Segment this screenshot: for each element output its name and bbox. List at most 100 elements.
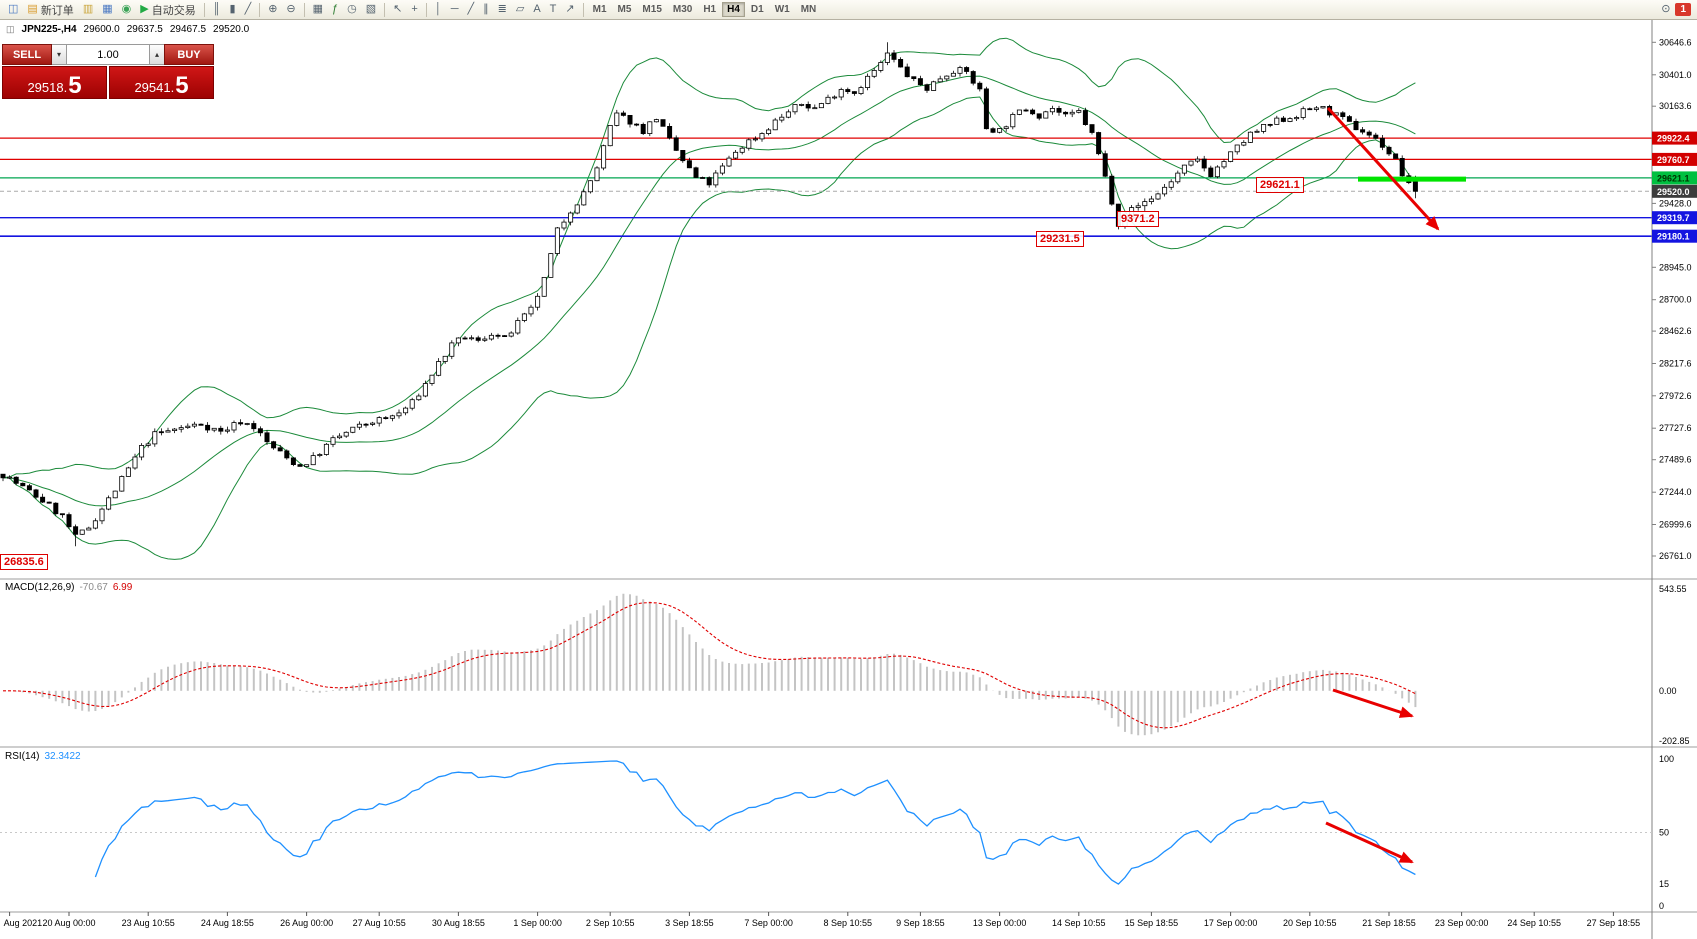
timeframe-h1-button[interactable]: H1 [703, 4, 717, 15]
zoom-out-icon[interactable]: ⊖ [282, 2, 299, 17]
one-click-trading-widget: SELL ▾ 1.00 ▴ BUY 29518. 5 29541. 5 [2, 44, 214, 99]
svg-text:20 Sep 10:55: 20 Sep 10:55 [1283, 918, 1337, 928]
timeframe-m15-button[interactable]: M15 [642, 4, 662, 15]
autotrading-button[interactable]: ▶ 自动交易 [136, 0, 199, 20]
svg-text:0.00: 0.00 [1659, 686, 1677, 696]
trendline-icon: ╱ [467, 3, 475, 15]
indicators-icon: ƒ [332, 3, 339, 15]
navigator-icon: ◉ [121, 3, 132, 15]
bid-price-panel[interactable]: 29518. 5 [2, 66, 107, 99]
rsi-scale-labels: 100 50 15 0 [1659, 754, 1674, 911]
timeframe-m30-button[interactable]: M30 [672, 4, 693, 15]
trendline-icon[interactable]: ╱ [464, 2, 479, 17]
trend-arrow-main[interactable] [1326, 106, 1440, 231]
timeframe-h4-button[interactable]: H4 [722, 2, 745, 17]
candlesticks [0, 42, 1418, 547]
rsi-value: 32.3422 [44, 751, 81, 762]
bar-chart-icon: ║ [212, 3, 221, 15]
candlestick-chart-icon[interactable]: ▮ [226, 2, 240, 17]
timeframe-m5-button[interactable]: M5 [617, 4, 632, 15]
toolbar-separator [203, 2, 205, 17]
trend-arrow-macd[interactable] [1332, 688, 1414, 718]
svg-text:28217.6: 28217.6 [1659, 359, 1692, 369]
ohlc-low: 29467.5 [169, 24, 207, 35]
text-icon[interactable]: A [529, 2, 544, 17]
timeframe-d1-button[interactable]: D1 [750, 4, 764, 15]
level-label-29231[interactable]: 29231.5 [1036, 231, 1084, 247]
level-label-29621[interactable]: 29621.1 [1256, 177, 1304, 193]
rsi-line [94, 760, 1416, 885]
svg-text:29180.1: 29180.1 [1657, 232, 1690, 242]
time-axis: Aug 2021 20 Aug 00:00 23 Aug 10:55 24 Aug 1… [4, 912, 1640, 928]
toolbar-separator [425, 2, 427, 17]
autotrading-button-icon: ▶ [140, 3, 149, 15]
periods-icon: ◷ [347, 3, 357, 15]
timeframe-m1-button[interactable]: M1 [592, 4, 607, 15]
svg-text:29922.4: 29922.4 [1657, 134, 1690, 144]
svg-text:50: 50 [1659, 828, 1669, 838]
symbol-timeframe-label: JPN225-,H4 [21, 24, 77, 35]
svg-text:23 Aug 10:55: 23 Aug 10:55 [122, 918, 175, 928]
periods-icon[interactable]: ◷ [343, 2, 361, 17]
price-tag-29922.4: 29922.4 [1652, 131, 1697, 145]
charts-grid-icon[interactable]: ▦ [98, 2, 116, 17]
new-order-button[interactable]: ▤ 新订单 [23, 0, 77, 20]
crosshair-icon[interactable]: + [407, 2, 421, 17]
macd-label: MACD(12,26,9) [5, 582, 75, 593]
shapes-icon[interactable]: ▱ [512, 2, 528, 17]
label-icon[interactable]: T [546, 2, 561, 17]
new-order-button-icon: ▤ [27, 3, 38, 15]
price-tag-29180.1: 29180.1 [1652, 229, 1697, 243]
ask-price-panel[interactable]: 29541. 5 [109, 66, 214, 99]
level-label-26835[interactable]: 26835.6 [0, 554, 48, 570]
arrows-icon: ↗ [565, 3, 575, 15]
fibonacci-icon[interactable]: ≣ [494, 2, 511, 17]
level-label-29371[interactable]: 9371.2 [1117, 211, 1159, 227]
svg-text:24 Sep 10:55: 24 Sep 10:55 [1507, 918, 1561, 928]
sell-button[interactable]: SELL [2, 44, 52, 65]
vertical-line-icon[interactable]: │ [431, 2, 446, 17]
volume-input[interactable]: 1.00 [66, 44, 150, 65]
navigator-icon[interactable]: ◉ [118, 2, 136, 17]
timeframe-w1-button[interactable]: W1 [774, 4, 790, 15]
bollinger-bands [2, 37, 1416, 560]
profiles-icon[interactable]: ▥ [79, 2, 97, 17]
macd-scale-labels: 543.55 0.00 -202.85 [1659, 584, 1690, 746]
bar-chart-icon[interactable]: ║ [209, 2, 225, 17]
trend-arrow-rsi[interactable] [1325, 821, 1414, 864]
search-icon: ⊙ [1661, 3, 1671, 15]
alert-badge[interactable]: 1 [1675, 3, 1691, 16]
zoom-in-icon: ⊕ [268, 3, 278, 15]
profiles-icon: ▥ [82, 3, 94, 15]
search-icon[interactable]: ⊙ [1657, 2, 1674, 17]
svg-text:28700.0: 28700.0 [1659, 295, 1692, 305]
buy-button[interactable]: BUY [164, 44, 214, 65]
arrows-icon[interactable]: ↗ [561, 2, 578, 17]
svg-text:27972.6: 27972.6 [1659, 391, 1692, 401]
zoom-out-icon: ⊖ [286, 3, 296, 15]
price-tag-29319.7: 29319.7 [1652, 211, 1697, 225]
text-icon: A [533, 3, 541, 15]
cursor-icon[interactable]: ↖ [389, 2, 406, 17]
toolbar-separator [384, 2, 386, 17]
zoom-in-icon[interactable]: ⊕ [264, 2, 281, 17]
horizontal-line-icon[interactable]: ─ [447, 2, 463, 17]
line-chart-icon[interactable]: ╱ [241, 2, 256, 17]
volume-down-button[interactable]: ▾ [52, 44, 66, 65]
svg-text:14 Sep 10:55: 14 Sep 10:55 [1052, 918, 1106, 928]
templates-icon[interactable]: ▧ [362, 2, 380, 17]
svg-text:3 Sep 18:55: 3 Sep 18:55 [665, 918, 714, 928]
svg-text:21 Sep 18:55: 21 Sep 18:55 [1362, 918, 1416, 928]
tile-windows-icon[interactable]: ▦ [309, 2, 327, 17]
chart-canvas[interactable]: 30646.6 30401.0 30163.6 29428.0 28945.0 28700… [0, 20, 1697, 939]
timeframe-mn-button[interactable]: MN [800, 4, 817, 15]
price-tag-29520.0: 29520.0 [1652, 184, 1697, 198]
svg-text:15: 15 [1659, 879, 1669, 889]
bollinger-lower-band [2, 96, 1416, 560]
volume-up-button[interactable]: ▴ [150, 44, 164, 65]
channel-icon[interactable]: ∥ [479, 2, 493, 17]
tile-windows-icon: ▦ [312, 3, 324, 15]
svg-text:30 Aug 18:55: 30 Aug 18:55 [432, 918, 485, 928]
indicators-icon[interactable]: ƒ [328, 2, 342, 17]
svg-text:27 Aug 10:55: 27 Aug 10:55 [353, 918, 406, 928]
